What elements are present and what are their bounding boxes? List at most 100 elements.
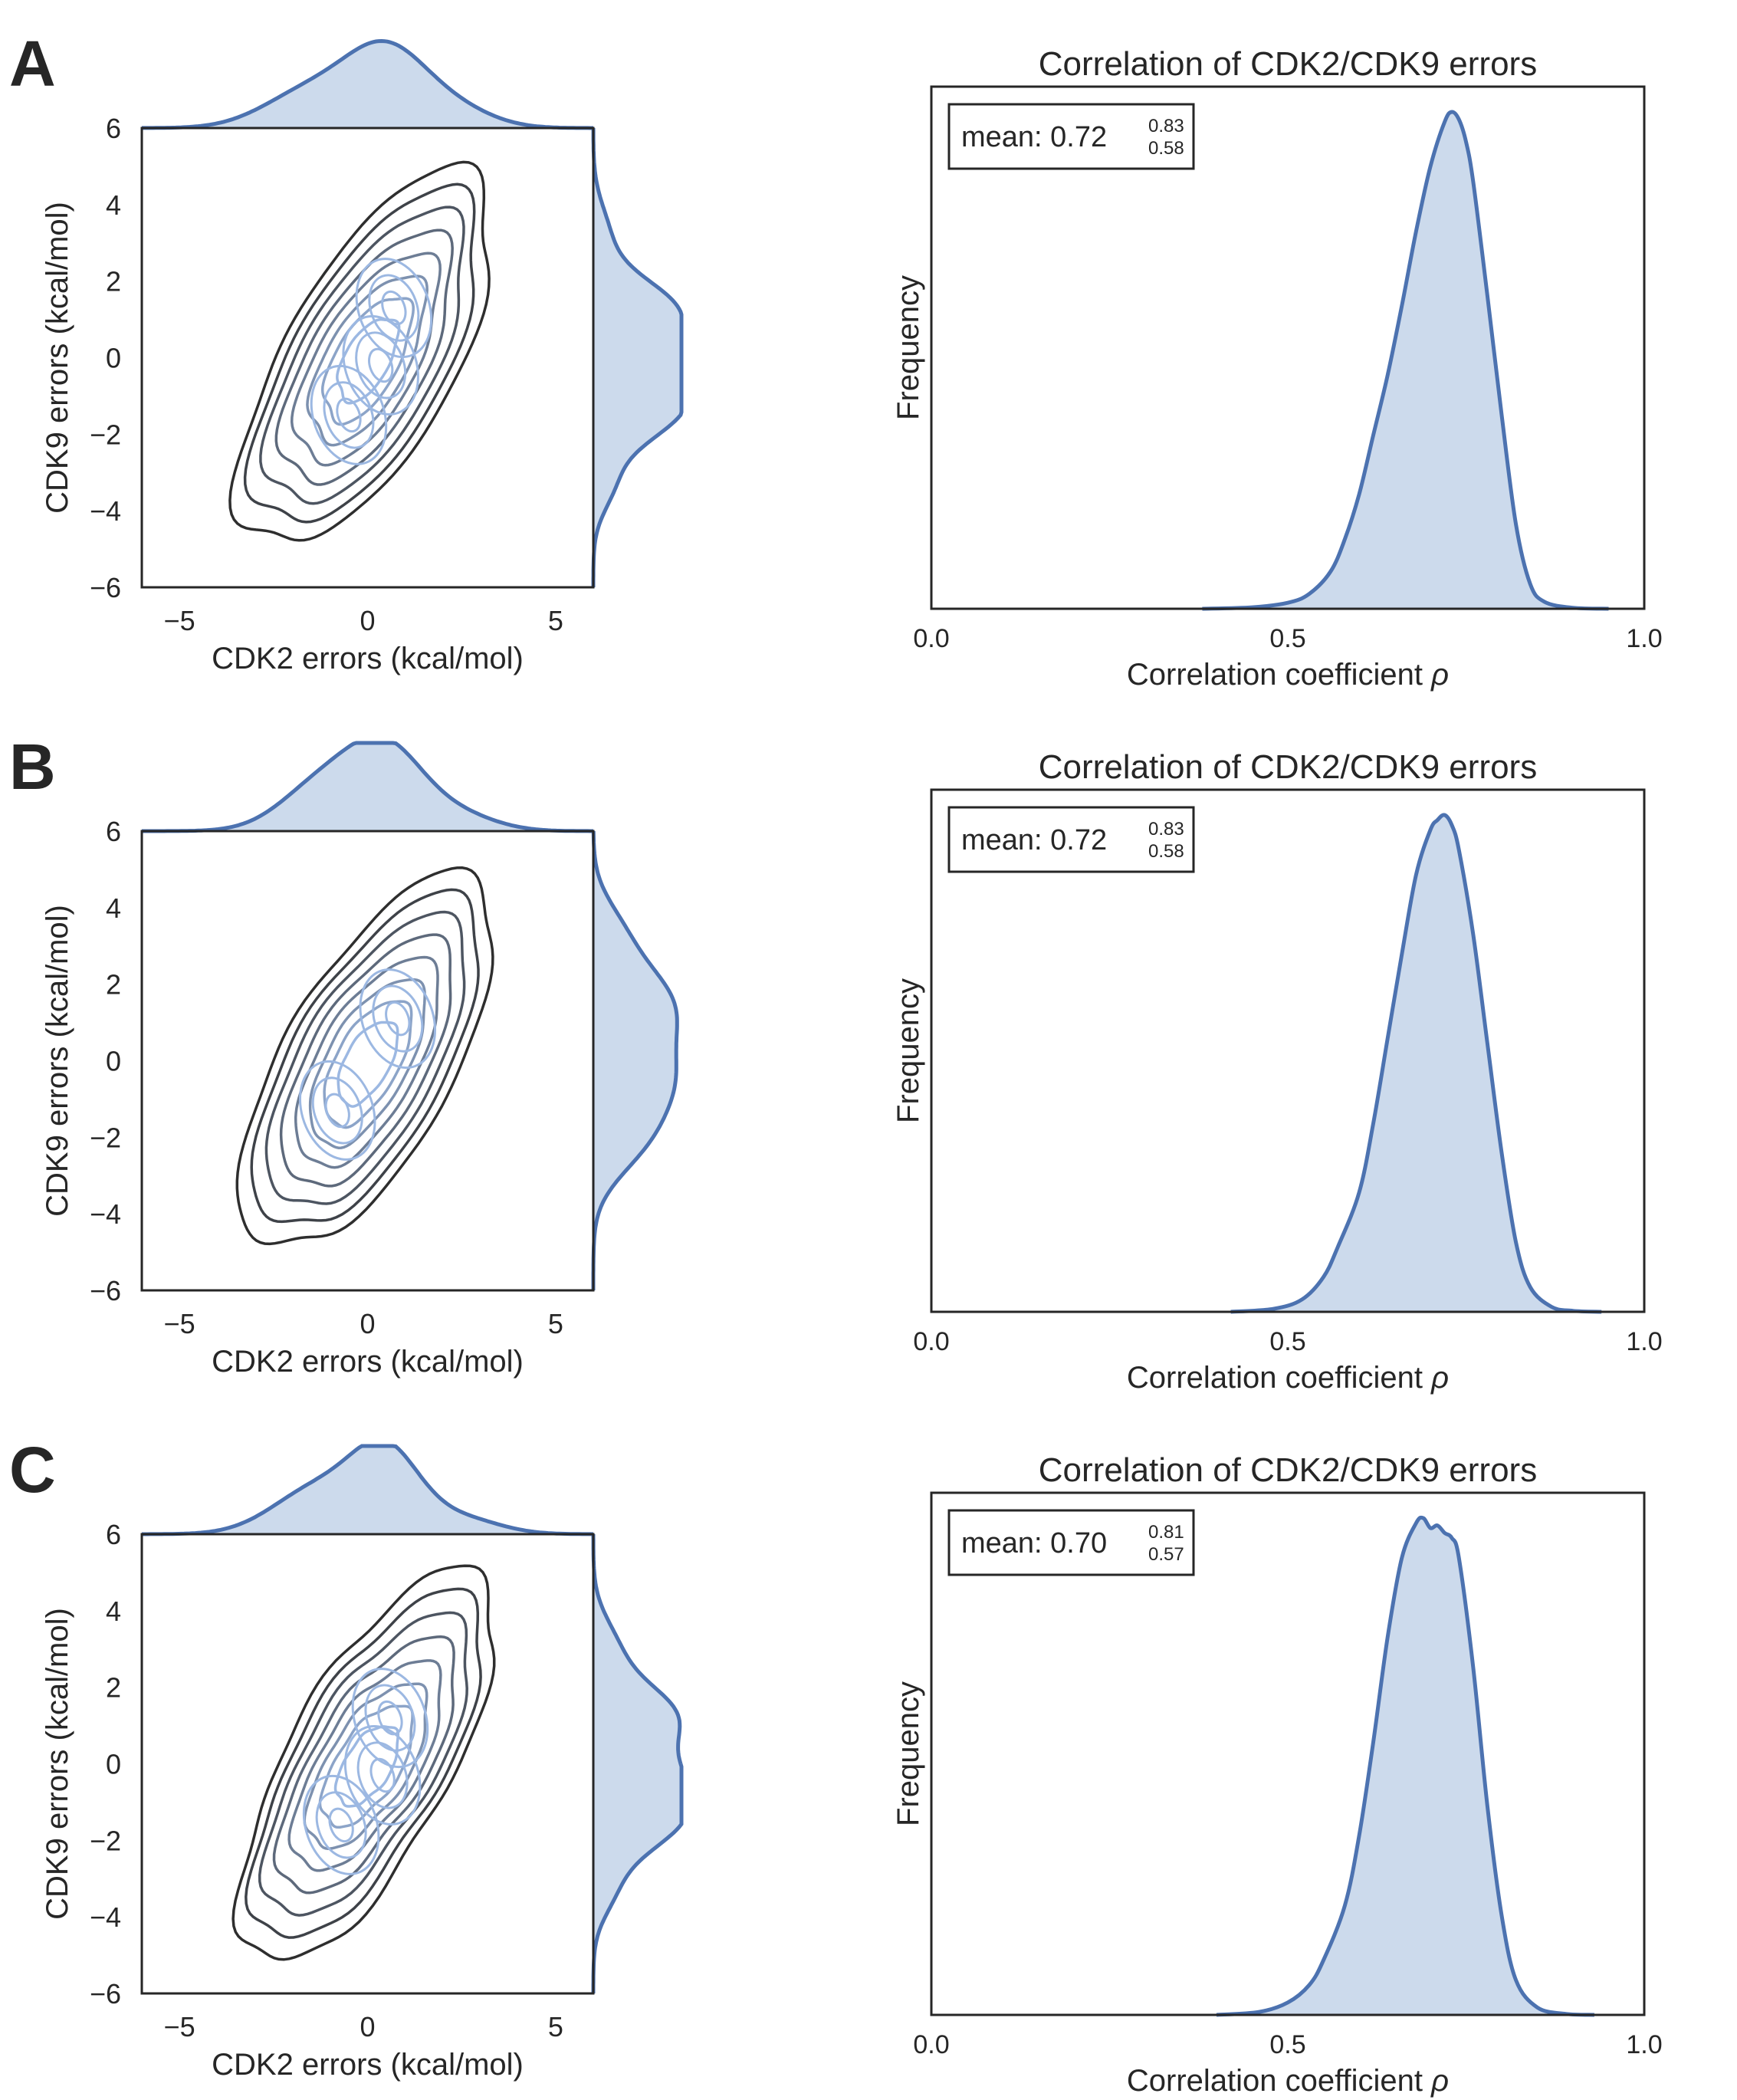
hist-y-label: Frequency <box>891 275 925 420</box>
contour-level-6 <box>306 274 429 447</box>
panel-b: B −5 0 5 6 4 2 0 −2 −4 −6 CDK2 errors (kcal/mol)… <box>9 731 1663 1395</box>
joint-y-tick-label: 6 <box>106 1519 121 1550</box>
hist-fill <box>1217 1517 1594 2015</box>
marginal-right-fill <box>593 1534 681 1993</box>
kde-contours <box>235 866 494 1246</box>
joint-y-label: CDK9 errors (kcal/mol) <box>41 905 74 1217</box>
contour-level-3 <box>258 1611 468 1917</box>
hist-x-label-symbol: ρ <box>1430 2064 1449 2098</box>
hist-fill <box>1230 814 1602 1312</box>
marginal-right-kde <box>591 1534 684 1993</box>
contour-level-4 <box>274 228 454 486</box>
mode-contour-2 <box>356 1741 409 1809</box>
mode-contour-2 <box>368 347 394 383</box>
panel-letter: A <box>9 28 56 100</box>
joint-y-tick-label: 6 <box>106 113 121 144</box>
hist-x-label-text: Correlation coefficient <box>1127 658 1423 692</box>
hist-axes-frame <box>930 788 1646 1313</box>
marginal-top-fill <box>142 41 593 128</box>
joint-y-tick-label: 2 <box>106 266 121 297</box>
marginal-right-line <box>591 830 679 1290</box>
hist-line <box>1202 110 1609 611</box>
mode-contour-3 <box>323 381 375 449</box>
joint-y-tick-label: 0 <box>106 1046 121 1077</box>
mean-box <box>947 103 1195 170</box>
hist-area <box>1216 1515 1594 2017</box>
marginal-right-kde <box>591 830 679 1290</box>
hist-y-label: Frequency <box>891 978 925 1123</box>
mean-annotation: mean: 0.70 0.81 0.57 <box>947 1509 1195 1576</box>
joint-y-tick-label: 4 <box>106 189 121 221</box>
joint-x-ticks: −5 0 5 <box>164 2011 563 2042</box>
joint-y-label: CDK9 errors (kcal/mol) <box>41 202 74 514</box>
mean-value: 0.70 <box>1050 1527 1107 1559</box>
joint-x-tick-label: 0 <box>360 2011 375 2042</box>
contour-level-6 <box>308 978 426 1149</box>
hist-y-label: Frequency <box>891 1681 925 1826</box>
contour-level-3 <box>264 910 466 1205</box>
contour-level-1 <box>228 160 491 542</box>
mean-lower: 0.57 <box>1148 1544 1184 1565</box>
contour-level-1 <box>235 866 494 1246</box>
mean-prefix: mean: <box>961 1527 1050 1559</box>
svg-text:mean: 0.72: mean: 0.72 <box>961 824 1107 856</box>
joint-x-label: CDK2 errors (kcal/mol) <box>212 642 524 675</box>
hist-x-ticks: 0.0 0.5 1.0 <box>913 624 1662 653</box>
hist-x-label-text: Correlation coefficient <box>1127 1361 1423 1395</box>
hist-x-tick-label: 0.0 <box>913 624 949 653</box>
contour-level-2 <box>250 888 480 1224</box>
joint-y-tick-label: −6 <box>90 1275 121 1306</box>
contour-level-5 <box>290 251 442 467</box>
hist-x-label-symbol: ρ <box>1430 1361 1449 1395</box>
joint-y-label: CDK9 errors (kcal/mol) <box>41 1608 74 1920</box>
joint-y-tick-label: −4 <box>90 1198 121 1230</box>
mean-upper: 0.83 <box>1148 819 1184 840</box>
joint-y-tick-label: 2 <box>106 969 121 1001</box>
mean-annotation: mean: 0.72 0.83 0.58 <box>947 103 1195 170</box>
panel-c: C −5 0 5 6 4 2 0 −2 −4 −6 CDK2 errors (kcal/mol)… <box>9 1434 1663 2098</box>
marginal-top-line <box>142 1444 594 1536</box>
mean-value: 0.72 <box>1050 121 1107 153</box>
joint-y-tick-label: 0 <box>106 1749 121 1780</box>
mean-prefix: mean: <box>961 121 1050 153</box>
mode-contour-1 <box>372 984 424 1053</box>
joint-y-tick-label: 2 <box>106 1672 121 1704</box>
joint-x-tick-label: 5 <box>548 605 563 636</box>
marginal-top-kde <box>142 38 593 130</box>
marginal-right-fill <box>593 831 678 1290</box>
mean-lower: 0.58 <box>1148 841 1184 862</box>
marginal-top-fill <box>142 1446 593 1534</box>
hist-area <box>1202 110 1609 611</box>
hist-line <box>1216 1515 1594 2017</box>
contour-level-2 <box>243 182 476 524</box>
joint-axes-frame <box>140 1533 595 1995</box>
contour-level-1 <box>231 1564 496 1961</box>
hist-x-label: Correlation coefficient ρ <box>1127 2064 1449 2098</box>
mode-contour-3 <box>302 1774 380 1875</box>
correlation-histogram: Correlation of CDK2/CDK9 errors 0.0 0.5 1.… <box>891 45 1663 692</box>
panel-letter: B <box>9 731 56 803</box>
hist-x-ticks: 0.0 0.5 1.0 <box>913 2030 1662 2059</box>
mode-contour-1 <box>359 968 437 1070</box>
joint-axes-frame <box>140 830 595 1292</box>
mean-upper: 0.83 <box>1148 116 1184 136</box>
mode-contour-2 <box>324 1093 350 1129</box>
joint-x-tick-label: −5 <box>164 605 195 636</box>
mean-lower: 0.58 <box>1148 138 1184 159</box>
joint-y-ticks: 6 4 2 0 −2 −4 −6 <box>90 113 121 603</box>
mean-prefix: mean: <box>961 824 1050 856</box>
joint-y-tick-label: 0 <box>106 343 121 374</box>
marginal-right-fill <box>593 128 681 587</box>
contour-level-8 <box>336 318 401 405</box>
hist-axes-frame <box>930 85 1646 610</box>
joint-y-tick-label: −2 <box>90 1825 121 1856</box>
svg-text:mean: 0.70: mean: 0.70 <box>961 1527 1107 1559</box>
hist-title: Correlation of CDK2/CDK9 errors <box>1039 1451 1537 1489</box>
contour-level-6 <box>303 1682 429 1851</box>
hist-x-tick-label: 1.0 <box>1626 624 1662 653</box>
joint-plot: −5 0 5 6 4 2 0 −2 −4 −6 CDK2 errors (kcal/mol) C… <box>41 38 684 675</box>
contour-level-3 <box>259 205 465 505</box>
svg-text:mean: 0.72: mean: 0.72 <box>961 121 1107 153</box>
panel-a: A −5 0 5 6 4 2 0 −2 −4 −6 CDK2 errors (kcal/mol)… <box>9 28 1663 692</box>
hist-x-tick-label: 0.5 <box>1269 624 1305 653</box>
